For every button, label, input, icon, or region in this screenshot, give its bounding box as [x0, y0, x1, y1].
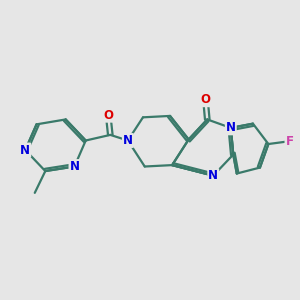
Text: F: F	[286, 135, 293, 148]
Text: O: O	[200, 93, 211, 106]
Text: N: N	[208, 169, 218, 182]
Text: N: N	[70, 160, 80, 173]
Text: O: O	[103, 109, 113, 122]
Text: N: N	[20, 143, 30, 157]
Text: N: N	[123, 134, 133, 147]
Text: N: N	[226, 122, 236, 134]
